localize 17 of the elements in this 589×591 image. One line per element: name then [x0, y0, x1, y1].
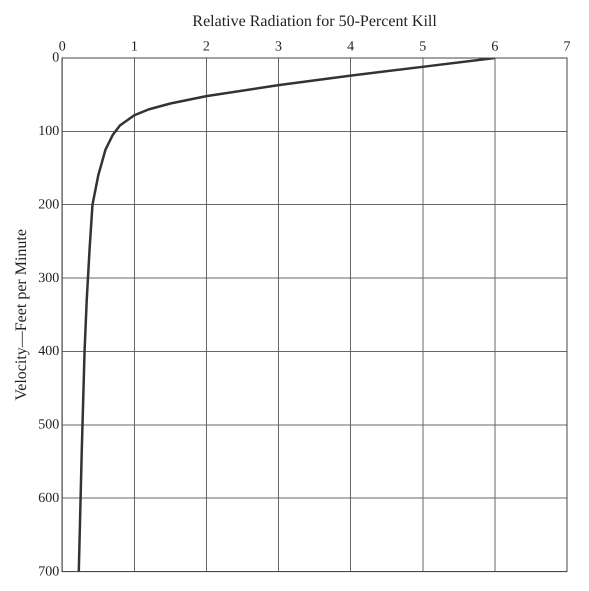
x-tick-label: 1 — [130, 39, 138, 54]
y-tick-label: 0 — [52, 50, 60, 66]
y-tick-label: 600 — [38, 490, 60, 506]
y-axis-title: Velocity—Feet per Minute — [12, 229, 30, 401]
y-tick-label: 200 — [38, 197, 60, 212]
y-tick-label: 500 — [38, 418, 60, 433]
x-tick-label: 2 — [202, 39, 210, 54]
x-tick-label: 5 — [419, 39, 426, 54]
x-tick-label: 6 — [491, 39, 498, 54]
x-tick-label: 4 — [347, 39, 354, 54]
x-tick-label: 7 — [564, 39, 570, 54]
y-tick-label: 100 — [38, 124, 60, 140]
y-tick-label: 300 — [38, 270, 60, 286]
y-tick-label: 700 — [38, 564, 60, 580]
x-tick-label: 3 — [275, 39, 282, 54]
y-tick-label: 400 — [38, 344, 60, 360]
x-axis-title: Relative Radiation for 50-Percent Kill — [192, 12, 438, 30]
